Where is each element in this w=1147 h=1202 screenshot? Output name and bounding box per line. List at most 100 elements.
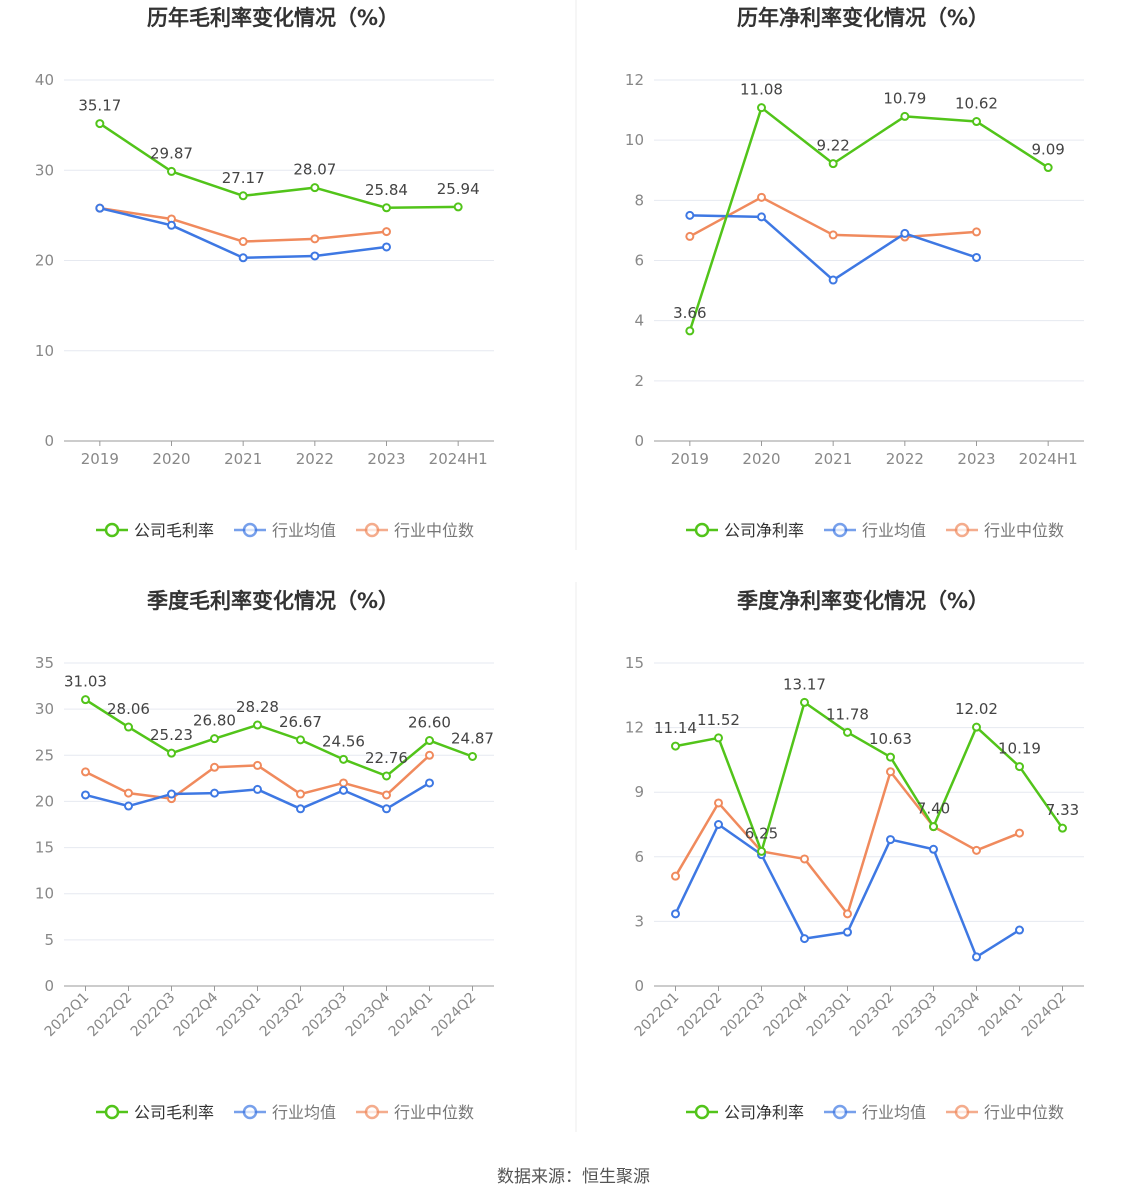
series-line — [84, 698, 473, 778]
data-label: 22.76 — [365, 749, 408, 767]
data-point — [425, 736, 434, 746]
y-tick-label: 6 — [634, 848, 644, 866]
x-tick-label: 2023Q1 — [804, 990, 855, 1041]
x-tick-label: 2024Q1 — [976, 990, 1027, 1041]
y-tick-label: 4 — [634, 312, 644, 330]
data-point — [757, 212, 766, 222]
data-point — [453, 202, 463, 212]
legend-marker-icon — [242, 522, 258, 538]
data-point — [382, 771, 391, 781]
legend-item-label: 公司净利率 — [724, 521, 804, 540]
x-tick-label: 2024Q2 — [1019, 990, 1070, 1041]
data-label: 6.25 — [745, 824, 778, 842]
x-tick-label: 2022Q4 — [171, 989, 222, 1040]
y-tick-label: 9 — [634, 783, 644, 801]
data-label: 10.79 — [883, 89, 926, 107]
x-tick-label: 2022Q1 — [632, 990, 683, 1041]
data-point — [972, 722, 981, 732]
data-point — [972, 952, 981, 962]
x-tick-label: 2022Q1 — [42, 990, 93, 1041]
x-tick-label: 2023Q1 — [214, 990, 265, 1041]
legend-marker-icon — [954, 522, 970, 538]
data-point — [800, 697, 809, 707]
x-tick-label: 2023Q4 — [343, 989, 394, 1040]
y-tick-label: 0 — [44, 977, 54, 995]
data-point — [253, 760, 262, 770]
data-point — [972, 845, 981, 855]
data-label: 31.03 — [64, 673, 107, 691]
data-point — [95, 119, 105, 129]
legend-marker-icon — [364, 522, 380, 538]
data-point — [671, 871, 680, 881]
data-point — [296, 804, 305, 814]
x-tick-label: 2024Q1 — [386, 990, 437, 1041]
data-point — [81, 767, 90, 777]
data-point — [714, 820, 723, 829]
y-tick-label: 30 — [35, 700, 54, 718]
y-tick-label: 40 — [35, 71, 54, 89]
data-point — [296, 789, 305, 799]
legend-marker-icon — [242, 1104, 258, 1120]
data-label: 11.78 — [826, 705, 869, 723]
series-line — [99, 122, 459, 210]
data-point — [95, 203, 105, 213]
data-label: 24.56 — [322, 732, 365, 750]
y-tick-label: 12 — [625, 719, 644, 737]
chart-title: 季度毛利率变化情况（%） — [147, 589, 399, 613]
data-point — [339, 754, 348, 764]
legend-marker-icon — [832, 522, 848, 538]
data-point — [900, 111, 910, 121]
x-tick-label: 2022Q2 — [675, 990, 726, 1041]
y-tick-label: 12 — [625, 71, 644, 89]
data-point — [972, 117, 981, 127]
x-tick-label: 2022Q4 — [761, 989, 812, 1040]
y-tick-label: 5 — [44, 931, 54, 949]
data-label: 26.67 — [279, 713, 322, 731]
data-point — [167, 789, 176, 799]
legend-item-label: 公司净利率 — [724, 1103, 804, 1122]
data-point — [468, 751, 477, 761]
data-point — [81, 790, 90, 800]
y-tick-label: 0 — [634, 977, 644, 995]
data-point — [167, 220, 176, 230]
data-point — [124, 722, 133, 732]
data-point — [929, 844, 938, 854]
data-label: 24.87 — [451, 729, 494, 747]
x-tick-label: 2021 — [224, 450, 262, 468]
data-point — [382, 242, 391, 252]
legend-marker-icon — [694, 522, 710, 538]
data-point — [843, 927, 852, 937]
x-tick-label: 2023Q3 — [890, 990, 941, 1041]
chart-title: 历年净利率变化情况（%） — [737, 6, 989, 30]
data-label: 28.06 — [107, 700, 150, 718]
y-tick-label: 0 — [634, 432, 644, 450]
data-point — [296, 735, 305, 745]
data-point — [685, 210, 695, 220]
data-label: 10.19 — [998, 740, 1041, 758]
data-point — [828, 275, 838, 285]
x-tick-label: 2023 — [957, 450, 995, 468]
data-point — [843, 727, 852, 737]
x-tick-label: 2023Q4 — [933, 989, 984, 1040]
legend-item-label: 公司毛利率 — [134, 1103, 214, 1122]
x-tick-label: 2019 — [671, 450, 709, 468]
data-point — [124, 801, 133, 811]
legend-item-label: 行业均值 — [862, 521, 926, 540]
data-point — [800, 854, 809, 864]
y-tick-label: 10 — [35, 885, 54, 903]
data-point — [714, 733, 723, 743]
legend-marker-icon — [832, 1104, 848, 1120]
y-tick-label: 3 — [634, 912, 644, 930]
y-tick-label: 20 — [35, 792, 54, 810]
data-point — [339, 785, 348, 795]
data-point — [310, 183, 320, 193]
data-label: 9.22 — [816, 137, 849, 155]
legend-item-label: 行业中位数 — [984, 1103, 1064, 1122]
data-point — [685, 326, 695, 336]
legend-item-label: 行业中位数 — [394, 521, 474, 540]
data-point — [757, 192, 766, 202]
data-label: 7.33 — [1046, 801, 1079, 819]
x-tick-label: 2022 — [886, 450, 924, 468]
data-label: 12.02 — [955, 700, 998, 718]
data-point — [828, 230, 838, 240]
